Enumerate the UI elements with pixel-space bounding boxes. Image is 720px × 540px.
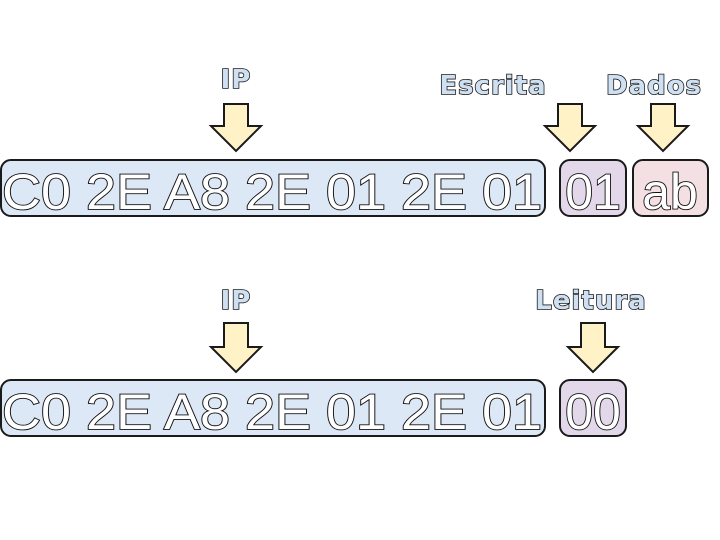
read-ip-bytes: C0 2E A8 2E 01 2E 01 — [2, 384, 542, 440]
write-dados-label: Dados — [606, 71, 702, 101]
read-ip-down-arrow-icon — [208, 322, 264, 374]
read-ip-label: IP — [221, 286, 252, 316]
write-command-byte: 01 — [565, 164, 621, 220]
write-ip-bytes: C0 2E A8 2E 01 2E 01 — [2, 164, 542, 220]
write-frame: IP Escrita Dados C0 2E A8 2E 01 2E 01 01… — [0, 64, 709, 221]
write-dados-down-arrow-icon — [635, 103, 691, 153]
write-escrita-label: Escrita — [439, 71, 546, 101]
write-ip-down-arrow-icon — [208, 103, 264, 153]
write-escrita-down-arrow-icon — [542, 103, 598, 153]
write-data-box — [632, 159, 709, 217]
write-command-box — [559, 159, 627, 217]
read-frame: IP Leitura C0 2E A8 2E 01 2E 01 00 — [0, 285, 647, 441]
write-ip-label: IP — [221, 65, 252, 95]
write-ip-box — [0, 159, 546, 217]
read-ip-box — [0, 379, 546, 437]
read-command-byte: 00 — [565, 384, 621, 440]
read-leitura-down-arrow-icon — [565, 322, 621, 374]
write-data-byte: ab — [642, 164, 698, 220]
read-leitura-label: Leitura — [535, 286, 646, 316]
read-command-box — [559, 379, 627, 437]
